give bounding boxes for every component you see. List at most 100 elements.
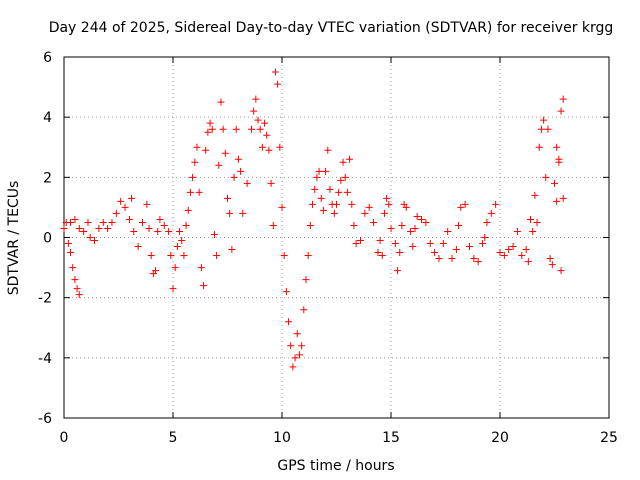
x-tick-label: 20 [491,430,509,446]
x-tick-label: 0 [60,430,69,446]
data-point [518,252,526,260]
y-tick-label: -6 [38,411,52,427]
data-point [186,188,194,196]
data-point [217,98,225,106]
data-point [86,234,94,241]
data-point [265,146,273,154]
data-point [282,288,290,296]
data-point [117,197,125,205]
data-point [483,218,491,226]
data-point [396,249,404,257]
data-point [143,200,151,208]
data-point [252,95,260,103]
x-axis-label: GPS time / hours [277,458,394,474]
y-tick-label: 4 [43,110,52,126]
y-axis-label: SDTVAR / TECUs [6,181,22,296]
data-point [553,143,561,151]
data-point [448,255,456,263]
data-point [67,218,75,226]
data-point [215,161,223,169]
data-point [350,221,358,229]
data-point [184,206,192,214]
data-point [99,218,107,226]
data-point [298,342,306,350]
data-point [470,255,478,263]
data-point [228,246,236,254]
x-tick-label: 5 [169,430,178,446]
data-point [306,221,314,229]
data-point [426,240,434,248]
data-point [147,252,155,260]
data-point [269,221,277,229]
data-point [500,252,508,260]
data-point [343,188,351,196]
y-tick-label: 0 [43,231,52,247]
x-tick-label: 25 [600,430,618,446]
data-point [513,227,521,235]
data-point [444,227,452,235]
data-point [73,285,81,293]
data-point [376,237,384,245]
data-point [559,194,567,202]
data-point [145,224,153,232]
data-point [95,224,103,232]
data-point [402,203,410,211]
data-point [258,143,266,151]
data-point [247,125,255,133]
data-point [339,158,347,166]
data-point [130,227,138,235]
data-point [385,200,393,208]
data-point [173,243,181,251]
data-point [398,221,406,229]
data-point [365,203,373,211]
data-point [276,143,284,151]
y-tick-label: 2 [43,170,52,186]
data-point [457,203,465,211]
axis-ticks: 0 5 10 15 20 25 -6 -4 -2 0 2 4 6 [38,50,618,446]
data-point [243,179,251,187]
data-point [461,200,469,208]
data-point [300,306,308,314]
data-point [496,249,504,257]
data-point [226,209,234,217]
data-point [544,125,552,133]
data-point [84,218,92,226]
data-point [505,246,513,254]
data-point [391,240,399,248]
data-point [333,200,340,208]
data-point [67,249,75,257]
data-point [537,125,545,133]
data-point [234,155,242,163]
data-point [267,179,275,187]
data-point [167,252,175,260]
data-point [112,209,120,217]
data-point [154,227,162,235]
data-point [204,128,212,136]
data-point [387,224,395,232]
data-point [263,131,271,139]
data-point [455,221,463,229]
y-tick-label: -2 [38,291,52,307]
data-point [219,125,227,133]
data-point [409,243,417,251]
data-point [313,173,321,181]
data-point [200,282,208,290]
y-tick-label: 6 [43,50,52,66]
data-point [337,176,345,184]
data-point [418,215,426,223]
data-point [80,227,88,235]
data-point [465,243,473,251]
data-points [60,68,567,371]
data-point [156,215,164,223]
data-point [289,363,297,371]
data-point [237,167,245,175]
data-point [479,240,487,248]
data-point [529,227,537,235]
data-point [531,191,539,199]
data-point [71,276,79,284]
data-point [319,206,327,214]
data-point [261,119,269,127]
data-point [295,351,303,359]
data-point [422,218,430,226]
